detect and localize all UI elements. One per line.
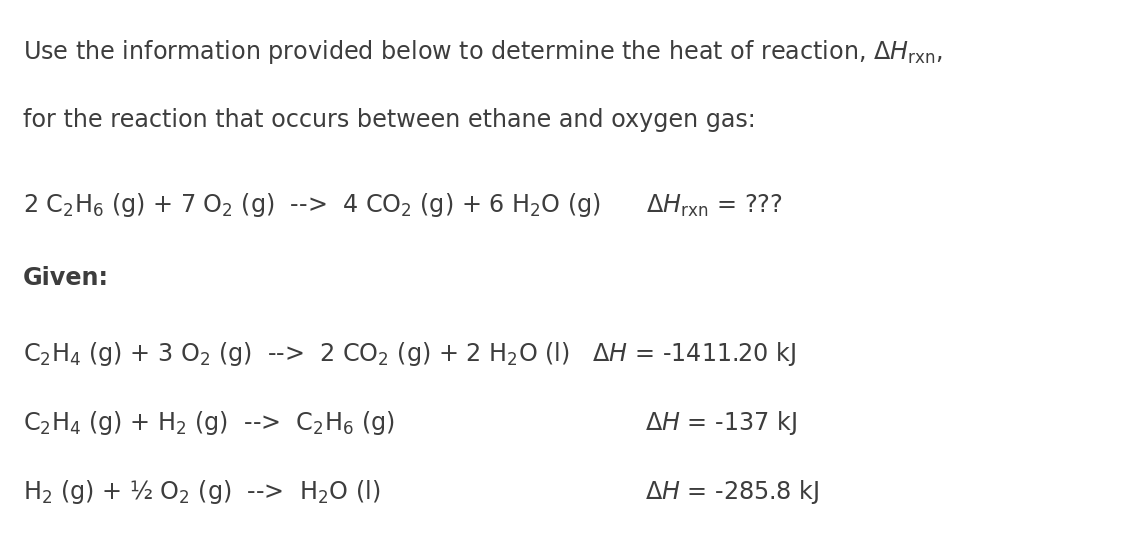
Text: C$_{\mathregular{2}}$H$_{\mathregular{4}}$ (g) + H$_{\mathregular{2}}$ (g)  --> : C$_{\mathregular{2}}$H$_{\mathregular{4}… <box>23 409 395 437</box>
Text: 2 C$_{\mathregular{2}}$H$_{\mathregular{6}}$ (g) + 7 O$_{\mathregular{2}}$ (g)  : 2 C$_{\mathregular{2}}$H$_{\mathregular{… <box>23 191 782 219</box>
Text: Use the information provided below to determine the heat of reaction, $\Delta H_: Use the information provided below to de… <box>23 38 943 66</box>
Text: H$_{\mathregular{2}}$ (g) + ½ O$_{\mathregular{2}}$ (g)  -->  H$_{\mathregular{2: H$_{\mathregular{2}}$ (g) + ½ O$_{\mathr… <box>23 478 380 506</box>
Text: $\Delta H$ = -137 kJ: $\Delta H$ = -137 kJ <box>645 409 797 437</box>
Text: Given:: Given: <box>23 266 108 289</box>
Text: for the reaction that occurs between ethane and oxygen gas:: for the reaction that occurs between eth… <box>23 108 756 132</box>
Text: C$_{\mathregular{2}}$H$_{\mathregular{4}}$ (g) + 3 O$_{\mathregular{2}}$ (g)  --: C$_{\mathregular{2}}$H$_{\mathregular{4}… <box>23 340 796 369</box>
Text: $\Delta H$ = -285.8 kJ: $\Delta H$ = -285.8 kJ <box>645 478 819 506</box>
